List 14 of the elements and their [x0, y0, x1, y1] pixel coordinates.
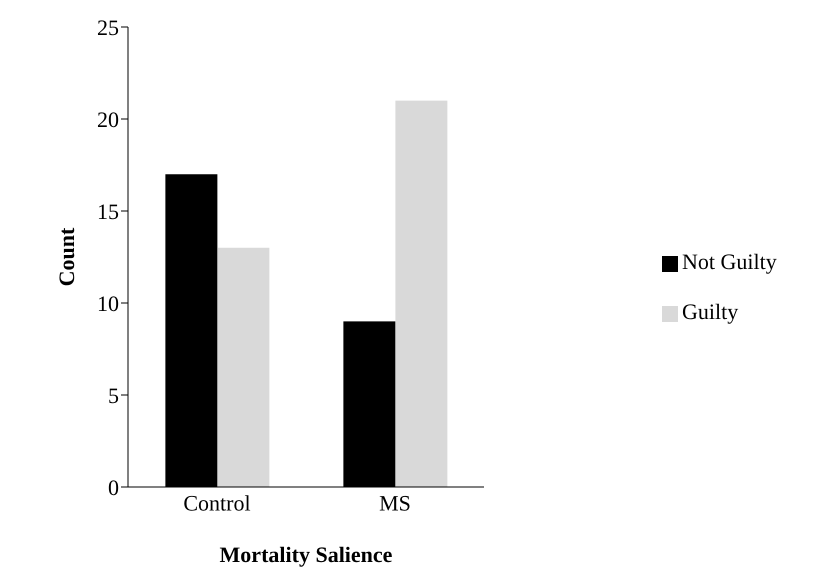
bar [395, 100, 448, 487]
x-tick-label: Control [183, 490, 251, 516]
y-tick-label: 20 [97, 106, 119, 132]
y-tick-label: 0 [108, 474, 119, 500]
y-tick-label: 25 [97, 14, 119, 40]
x-tick-label: MS [379, 490, 411, 516]
legend-label: Not Guilty [682, 249, 777, 274]
bar [217, 248, 270, 487]
y-tick-label: 10 [97, 290, 119, 316]
y-tick-label: 5 [108, 382, 119, 408]
y-tick-label: 15 [97, 198, 119, 224]
y-axis-title: Count [54, 226, 79, 286]
legend-label: Guilty [682, 299, 738, 324]
x-axis-title: Mortality Salience [220, 542, 393, 567]
